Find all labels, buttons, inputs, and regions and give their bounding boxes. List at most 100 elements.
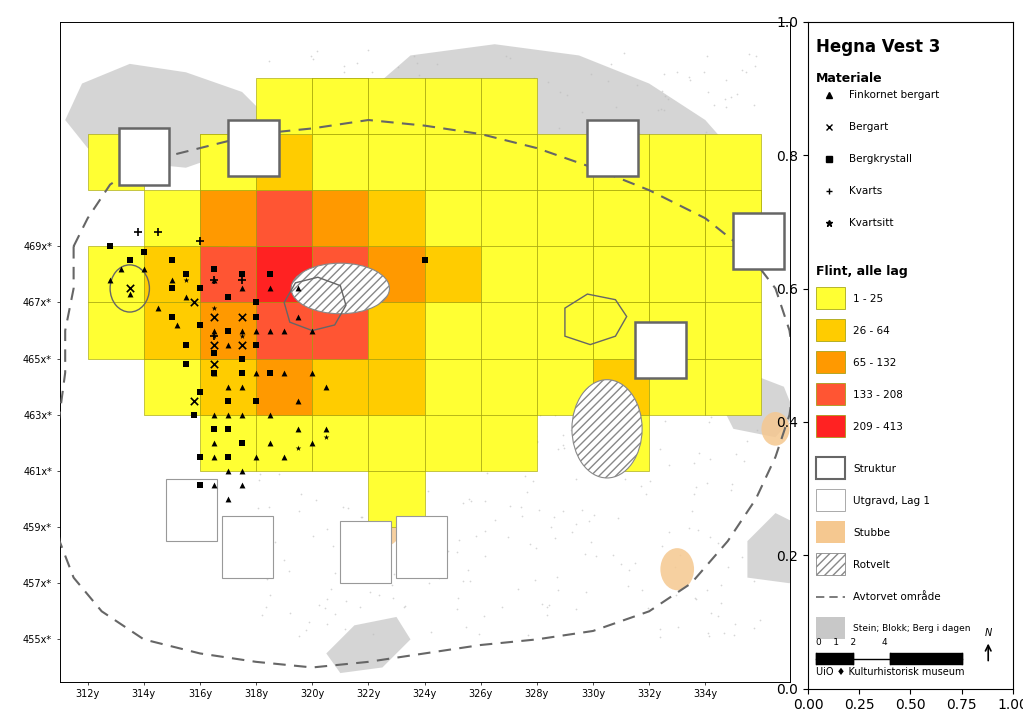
Point [660, 93, 676, 104]
Point [337, 623, 353, 634]
Point [318, 381, 335, 392]
Point [435, 346, 451, 357]
Point [533, 599, 549, 610]
Point [627, 286, 643, 297]
Point [529, 436, 545, 447]
Point [680, 523, 697, 534]
Point [583, 330, 599, 341]
Point [528, 542, 544, 554]
Point [271, 441, 287, 452]
Point [710, 537, 726, 549]
Point [136, 247, 152, 258]
Point [352, 601, 368, 613]
Point [516, 436, 532, 447]
Bar [368, 78, 425, 134]
Bar [199, 415, 256, 471]
Point [459, 564, 476, 576]
Point [621, 115, 637, 127]
Text: 26 - 64: 26 - 64 [853, 326, 890, 336]
Point [512, 219, 528, 231]
Bar [650, 247, 705, 302]
Point [587, 433, 604, 444]
Point [342, 456, 358, 468]
Point [540, 75, 557, 87]
Point [447, 157, 463, 169]
Point [248, 311, 264, 323]
Point [248, 395, 264, 407]
Point [379, 209, 395, 220]
Point [752, 614, 768, 626]
Point [260, 169, 276, 181]
Point [444, 425, 460, 436]
Point [616, 47, 632, 59]
Point [548, 571, 565, 583]
Point [206, 325, 222, 336]
Text: UiO ♦ Kulturhistorisk museum: UiO ♦ Kulturhistorisk museum [816, 667, 965, 676]
Point [301, 617, 317, 629]
Bar [368, 302, 425, 359]
Point [577, 211, 593, 223]
Point [604, 382, 620, 394]
Point [572, 418, 588, 429]
Text: 0    1    2         4: 0 1 2 4 [816, 638, 888, 647]
Point [349, 57, 365, 69]
Point [470, 152, 486, 163]
Point [639, 602, 656, 614]
Point [733, 151, 750, 162]
Point [477, 495, 493, 507]
Point [741, 49, 757, 60]
Polygon shape [65, 64, 270, 167]
Point [578, 586, 594, 597]
Point [329, 305, 346, 317]
Point [692, 346, 708, 357]
Point [330, 343, 347, 355]
Point [563, 181, 579, 192]
Point [329, 414, 346, 426]
Bar [635, 322, 685, 378]
Bar [222, 516, 273, 578]
Point [373, 420, 390, 431]
Point [487, 514, 503, 526]
Bar [425, 134, 481, 190]
Point [457, 621, 474, 632]
Point [449, 603, 465, 615]
Point [686, 457, 703, 469]
Point [730, 349, 747, 360]
Point [565, 213, 581, 225]
Bar [312, 415, 368, 471]
Point [680, 71, 697, 83]
Point [191, 451, 208, 463]
Point [714, 272, 730, 283]
Point [405, 231, 421, 242]
Point [415, 289, 432, 301]
Bar [341, 521, 391, 583]
Point [525, 476, 541, 487]
Point [613, 292, 629, 304]
Point [389, 146, 405, 158]
Point [477, 526, 493, 537]
Bar [425, 134, 481, 190]
Bar [705, 302, 761, 359]
Point [652, 443, 668, 455]
Point [338, 595, 354, 607]
Point [500, 531, 517, 543]
Point [637, 460, 654, 472]
Bar [312, 302, 368, 359]
Point [529, 435, 545, 447]
Bar [368, 190, 425, 247]
Point [411, 130, 428, 141]
Point [169, 319, 185, 331]
Point [686, 592, 703, 604]
Point [220, 339, 236, 350]
Point [412, 88, 429, 100]
Point [271, 249, 287, 261]
Point [261, 281, 277, 293]
Point [519, 486, 535, 498]
Point [502, 91, 519, 103]
Point [583, 536, 599, 547]
Point [277, 318, 294, 330]
Point [502, 191, 519, 203]
Point [501, 52, 518, 64]
Point [657, 415, 673, 427]
Point [513, 231, 529, 243]
